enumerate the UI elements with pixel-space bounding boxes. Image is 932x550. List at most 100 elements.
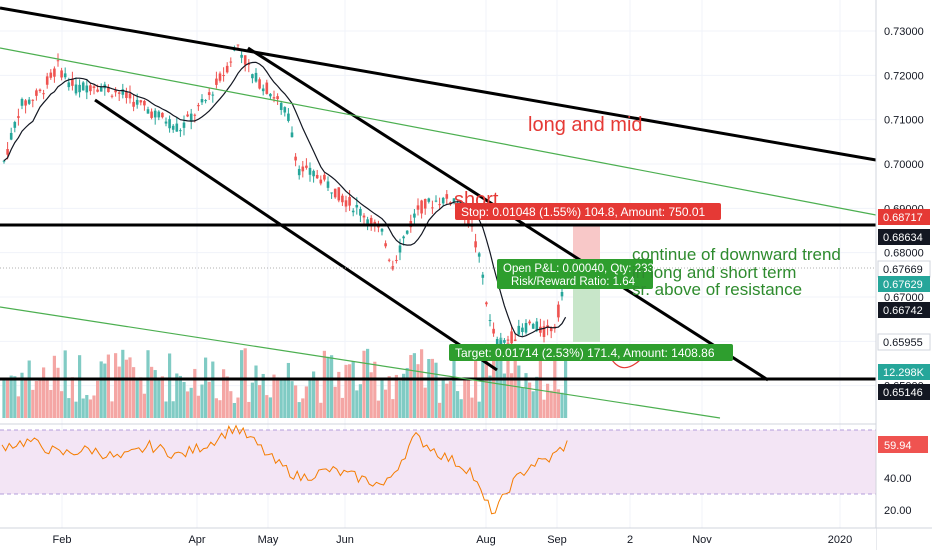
volume-bar: [200, 384, 204, 418]
volume-bar: [481, 351, 485, 418]
candle-body: [521, 327, 524, 333]
volume-bar: [2, 378, 6, 418]
price-badge-label: 0.65955: [883, 337, 923, 349]
candle-body: [168, 119, 171, 129]
candle-body: [326, 181, 330, 188]
mid-term-channel-lower-line[interactable]: [94, 98, 498, 372]
candle-body: [279, 102, 283, 110]
green-channel-lower-line[interactable]: [0, 306, 721, 419]
volume-bar: [261, 373, 265, 418]
price-badge-label: 0.65146: [883, 387, 923, 399]
candle-body: [524, 323, 528, 333]
volume-bar: [265, 395, 269, 418]
time-tick-label: Nov: [692, 534, 712, 546]
candle-body: [485, 302, 488, 305]
volume-bar: [549, 390, 553, 418]
candle-body: [45, 76, 49, 85]
volume-bar: [301, 398, 305, 418]
volume-bar: [337, 371, 341, 418]
volume-bar: [70, 377, 74, 418]
candle-body: [481, 274, 485, 278]
candle-body: [139, 100, 143, 103]
volume-bar: [351, 361, 355, 418]
volume-bar: [63, 350, 67, 418]
volume-bar: [430, 358, 434, 418]
volume-bar: [502, 373, 506, 418]
volume-bar: [488, 375, 492, 418]
volume-bar: [463, 379, 467, 418]
candle-body: [287, 113, 290, 121]
green-channel-upper-line[interactable]: [0, 47, 877, 216]
volume-bar: [366, 348, 370, 418]
candle-body: [71, 78, 74, 86]
price-axis[interactable]: 0.730000.720000.710000.700000.690000.680…: [875, 0, 932, 550]
note-line-2: in long and short term: [632, 263, 796, 282]
long-term-downtrend-line[interactable]: [0, 6, 877, 162]
candle-body: [391, 266, 395, 270]
candle-body: [387, 259, 391, 261]
volume-bar: [420, 349, 424, 418]
candle-body: [67, 82, 71, 88]
volume-bar: [517, 365, 521, 418]
volume-bar: [466, 380, 470, 418]
candle-body: [488, 319, 492, 321]
time-axis[interactable]: Feb Apr May Jun Aug Sep 2 Nov 2020: [0, 527, 932, 550]
candle-body: [78, 84, 81, 93]
volume-bar: [13, 376, 17, 418]
volume-bar: [398, 380, 402, 418]
candle-body: [359, 209, 362, 216]
candle-body: [395, 259, 398, 261]
volume-bar: [524, 373, 528, 418]
volume-bar: [560, 392, 564, 418]
volume-bar: [423, 387, 427, 418]
rsi-tick-label: 20.00: [884, 505, 912, 517]
candle-body: [27, 99, 31, 104]
volume-bar: [402, 373, 406, 418]
candle-body: [24, 100, 27, 106]
time-tick-label: Apr: [188, 534, 205, 546]
volume-bar: [168, 353, 172, 418]
volume-bar: [92, 395, 96, 418]
volume-bar: [319, 402, 323, 418]
candle-body: [438, 204, 441, 206]
volume-bar: [222, 369, 226, 418]
candle-body: [85, 85, 89, 93]
candle-body: [517, 325, 521, 335]
volume-bar: [520, 387, 524, 418]
volume-bar: [229, 391, 233, 418]
volume-bar: [459, 399, 463, 418]
candle-body: [200, 98, 204, 103]
volume-bar: [538, 349, 542, 418]
candle-body: [402, 236, 405, 239]
volume-bar: [492, 351, 496, 418]
volume-bar: [333, 386, 337, 418]
price-tick-label: 0.71000: [884, 115, 924, 127]
candle-body: [341, 195, 344, 203]
candle-body: [179, 130, 182, 132]
candle-body: [528, 321, 531, 324]
candle-body: [225, 65, 229, 73]
volume-bar: [510, 373, 514, 418]
volume-bar: [38, 378, 42, 418]
candle-body: [164, 121, 168, 124]
volume-bar: [358, 384, 362, 418]
candle-body: [128, 93, 132, 99]
candle-body: [477, 253, 481, 257]
candle-body: [344, 200, 348, 207]
candle-body: [254, 72, 258, 82]
volume-bar: [438, 402, 442, 418]
volume-bar: [49, 389, 53, 418]
price-badge-label: 0.68717: [883, 212, 923, 224]
candle-body: [535, 321, 539, 331]
volume-bar: [384, 389, 388, 418]
stop-label: Stop: 0.01048 (1.55%) 104.8, Amount: 750…: [461, 205, 706, 219]
candle-body: [132, 101, 135, 107]
volume-bar: [409, 355, 413, 418]
candle-body: [63, 73, 67, 78]
price-tick-label: 0.68000: [884, 248, 924, 260]
candle-body: [503, 340, 506, 343]
price-badge-label: 0.67669: [883, 264, 923, 276]
candle-body: [60, 70, 63, 78]
stop-label-box: [455, 203, 721, 220]
